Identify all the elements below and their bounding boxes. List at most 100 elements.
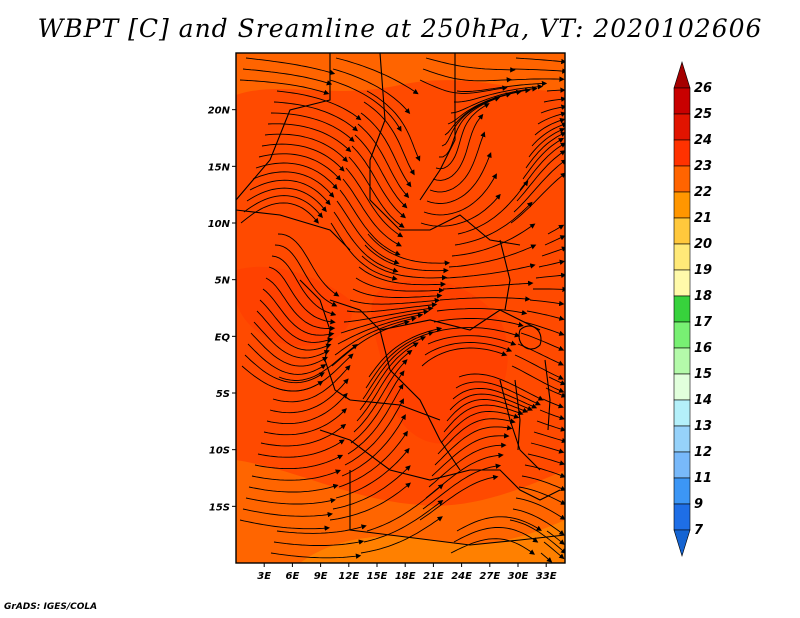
streamline [531,122,565,147]
streamline [368,326,443,378]
streamline [446,398,529,422]
colorbar-box [673,529,691,558]
streamline [335,57,419,95]
streamline [275,353,354,392]
streamline [363,499,444,543]
lakes [514,325,551,451]
streamline [509,519,565,554]
grads-credit: GrADS: IGES/COLA [4,602,98,612]
colorbar-box [673,451,691,479]
colorbar-box [673,373,691,401]
streamline [262,288,335,338]
streamline [340,309,429,334]
streamline [252,171,335,198]
streamline [239,519,330,531]
streamline [542,398,564,409]
streamline [535,272,565,279]
colorbar-box [673,165,691,193]
lon-tick-label: 18E [395,571,416,582]
streamline [548,376,565,386]
streamline [510,172,565,224]
streamline [257,439,345,458]
streamline [433,318,524,328]
streamline [423,173,497,216]
streamline [522,137,565,180]
streamline [530,442,565,454]
streamline [421,347,508,367]
latitude-ticks: 20N 15N 10N 5N EQ 5S 10S 15S [208,106,236,513]
streamline [352,288,443,299]
streamline [242,68,333,86]
lon-tick-label: 24E [451,571,472,582]
streamline [543,541,565,560]
map-frame [235,52,566,564]
colorbar-box [673,503,691,531]
streamline [425,57,516,73]
streamline [432,113,484,181]
colorbar-box [673,269,691,297]
streamline [448,244,537,268]
lat-tick-label: 15N [208,162,231,173]
streamline [547,224,565,235]
colorbar-label: 11 [694,471,712,486]
streamline [437,418,516,455]
streamline [366,90,421,162]
streamline [458,373,544,401]
streamline [511,365,565,393]
lat-tick-label: 5N [215,276,231,287]
streamline [538,259,565,268]
longitude-ticks: 3E 6E 9E 12E 15E 18E 21E 24E 27E 30E 33E [257,563,557,582]
streamline [360,112,412,188]
streamline [515,497,565,520]
streamline [533,431,565,444]
streamline [273,539,365,546]
colorbar-box [673,139,691,167]
colorbar-box [673,477,691,505]
colorbar-label: 23 [694,159,712,174]
colorbar-box [673,87,691,115]
colorbar-label: 13 [694,419,712,434]
streamline [429,131,486,193]
streamline [360,516,443,554]
colorbar-label: 12 [694,445,712,460]
lat-tick-label: 10N [208,219,231,230]
colorbar-box [673,243,691,271]
lat-tick-label: 5S [216,389,230,400]
streamline [329,482,411,521]
colorbar-label: 18 [694,289,712,304]
streamline [540,552,553,563]
streamline [278,343,358,381]
streamline [251,469,342,481]
colorbar-label: 20 [694,237,712,252]
streamline [259,299,334,343]
streamline [442,280,534,290]
streamline [247,343,327,375]
streamline [544,235,565,246]
streamline [249,179,331,206]
streamline [529,299,565,307]
streamline [240,202,319,224]
colorbar-label: 15 [694,367,712,382]
streamline [367,233,451,266]
streamline [536,420,565,432]
streamline [365,330,434,389]
streamline [456,80,548,92]
streamline [513,159,565,213]
streamline [527,453,565,466]
streamlines [239,57,565,563]
streamline [366,484,444,532]
colorbar-box [673,113,691,141]
streamline [546,87,565,93]
streamline [359,342,419,411]
lon-tick-label: 21E [423,571,444,582]
streamline [445,263,536,279]
streamline [256,310,332,351]
streamline [426,152,492,204]
streamline [354,134,408,209]
lat-tick-label: EQ [215,332,231,343]
streamline [509,76,565,82]
lon-tick-label: 12E [338,571,359,582]
streamline [424,342,513,356]
streamline [338,430,408,488]
